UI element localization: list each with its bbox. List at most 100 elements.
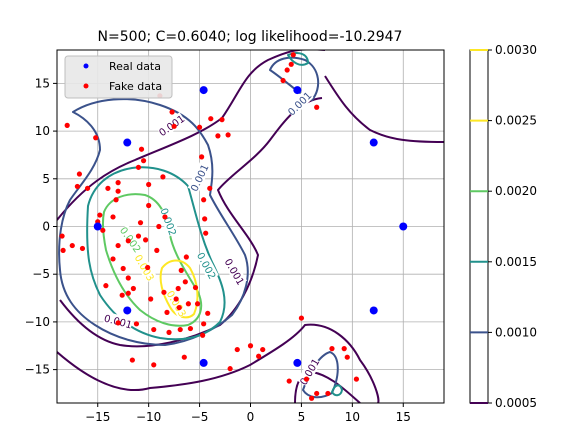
fake-data-point	[329, 346, 335, 352]
fake-data-point	[205, 310, 211, 316]
legend-marker-fake	[83, 83, 89, 89]
fake-data-point	[208, 116, 214, 122]
fake-data-point	[344, 354, 350, 360]
fake-data-point	[192, 284, 199, 291]
fake-data-point	[194, 301, 201, 307]
fake-data-point	[69, 242, 75, 249]
fake-data-point	[100, 227, 106, 233]
contour-label: 0.002	[157, 206, 180, 238]
fake-data-point	[130, 285, 136, 292]
x-tick-label: −15	[85, 410, 110, 424]
colorbar-tick-label: 0.0020	[495, 184, 537, 198]
y-tick-label: 15	[35, 76, 50, 90]
fake-data-point	[187, 325, 194, 332]
fake-data-point	[234, 346, 240, 353]
colorbar-tick-label: 0.0030	[495, 43, 537, 57]
real-data-point	[369, 306, 378, 315]
chart-title: N=500; C=0.6040; log likelihood=-10.2947	[98, 29, 403, 45]
x-axis-ticks: −15 −10 −5 0 5 10 15	[85, 403, 411, 424]
fake-data-point	[290, 52, 296, 58]
fake-data-point	[97, 212, 103, 218]
fake-data-point	[284, 67, 290, 73]
fake-data-point	[182, 279, 188, 285]
fake-data-point	[64, 122, 70, 128]
fake-data-point	[119, 292, 125, 298]
legend-marker-real	[83, 63, 89, 69]
fake-data-point	[125, 275, 131, 281]
fake-data-point	[93, 135, 99, 141]
y-axis-ticks: −15 −10 −5 0 5 10 15	[25, 76, 57, 377]
real-data-point	[199, 86, 208, 95]
fake-data-point	[160, 174, 166, 180]
colorbar-tick-label: 0.0005	[495, 396, 537, 410]
fake-data-point	[201, 197, 207, 203]
x-tick-label: 0	[247, 410, 255, 424]
fake-data-point	[113, 197, 119, 203]
contour-label-bg	[132, 252, 158, 283]
fake-data-point	[181, 354, 187, 360]
fake-data-point	[140, 158, 147, 164]
fake-data-point	[177, 326, 183, 333]
fake-data-point	[110, 214, 116, 220]
fake-data-point	[176, 304, 182, 311]
real-data-point	[293, 358, 302, 367]
fake-data-point	[146, 181, 152, 188]
x-tick-label: 10	[345, 410, 360, 424]
fake-data-point	[286, 378, 292, 384]
x-tick-label: −5	[191, 410, 209, 424]
fake-data-point	[129, 357, 135, 363]
fake-data-point	[146, 202, 152, 209]
colorbar-ticks: 0.0005 0.0010 0.0015 0.0020 0.0025 0.0030	[488, 43, 537, 410]
colorbar-levels	[470, 49, 488, 404]
fake-data-points	[59, 52, 360, 401]
fake-data-point	[145, 264, 151, 271]
real-data-point	[369, 138, 378, 147]
colorbar: 0.0005 0.0010 0.0015 0.0020 0.0025 0.0030	[469, 43, 537, 410]
fake-data-point	[196, 124, 203, 130]
contour-label-bg	[222, 256, 248, 287]
contour-label: 0.001	[222, 256, 248, 287]
contour-label-bg	[296, 356, 322, 387]
fake-data-point	[201, 321, 207, 327]
fake-data-point	[171, 123, 177, 129]
fake-data-point	[133, 321, 140, 327]
fake-data-point	[137, 220, 144, 226]
fake-data-point	[309, 395, 315, 401]
fake-data-point	[115, 188, 121, 194]
contour-label-bg	[164, 288, 190, 319]
contour-label: 0.002	[194, 250, 219, 281]
fake-data-point	[148, 296, 154, 302]
fake-data-point	[162, 214, 168, 220]
y-tick-label: 10	[35, 124, 50, 138]
fake-data-point	[207, 185, 213, 191]
fake-data-point	[203, 230, 209, 236]
fake-data-point	[169, 109, 175, 115]
fake-data-point	[219, 117, 225, 123]
fake-data-point	[280, 77, 286, 84]
fake-data-point	[115, 180, 121, 186]
contour-label-bg	[285, 89, 314, 118]
fake-data-point	[161, 289, 167, 295]
fake-data-point	[173, 296, 179, 302]
legend-label-fake: Fake data	[109, 80, 162, 93]
x-tick-label: 15	[396, 410, 411, 424]
fake-data-point	[84, 185, 91, 191]
fake-data-point	[314, 104, 320, 110]
fake-data-point	[135, 164, 142, 170]
colorbar-tick-label: 0.0025	[495, 114, 537, 128]
grid	[57, 50, 444, 403]
fake-data-point	[215, 133, 221, 139]
contour-label-bg	[156, 112, 187, 139]
legend: Real data Fake data	[64, 55, 173, 99]
fake-data-point	[74, 183, 80, 190]
fake-data-point	[166, 329, 172, 335]
fake-data-point	[138, 146, 145, 152]
fake-data-point	[143, 237, 149, 243]
fake-data-point	[341, 346, 347, 352]
legend-box	[64, 55, 173, 99]
y-tick-label: −15	[25, 363, 50, 377]
fake-data-point	[125, 238, 131, 244]
fake-data-point	[225, 132, 231, 138]
contour-0020	[101, 193, 203, 327]
fake-data-point	[156, 223, 162, 230]
